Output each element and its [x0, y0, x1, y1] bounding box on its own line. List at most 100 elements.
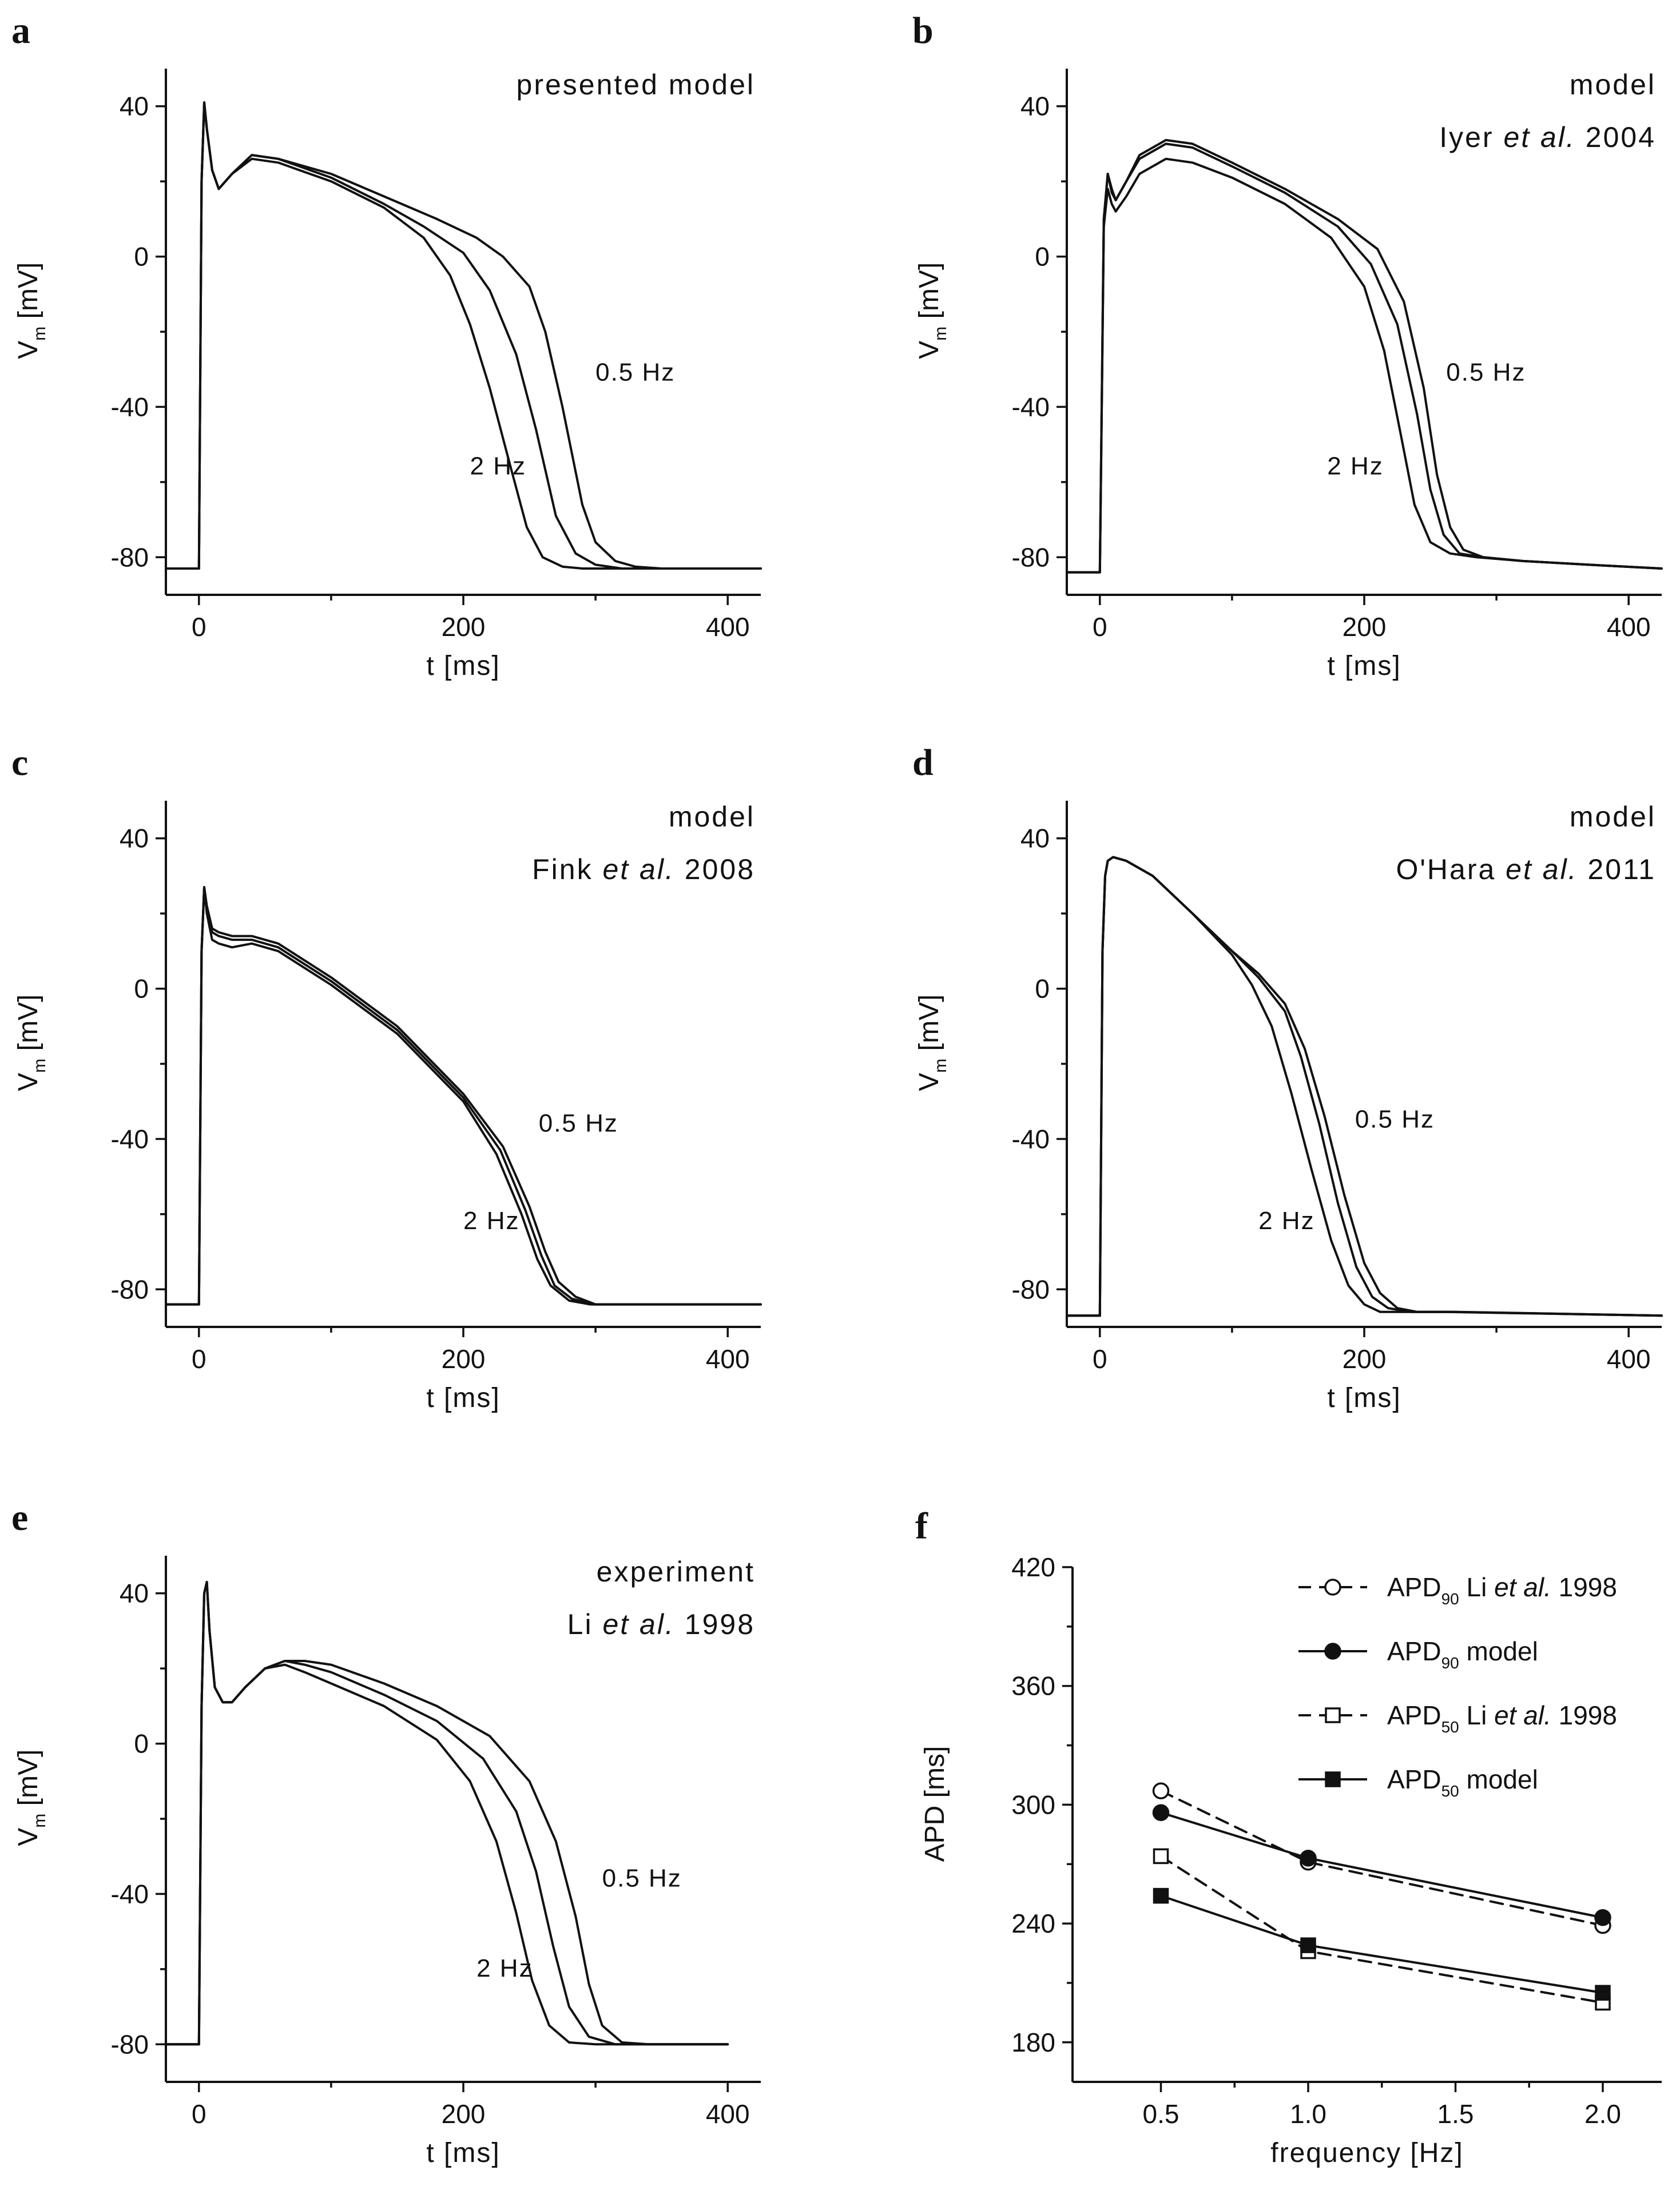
x-tick-label: 200: [442, 612, 486, 642]
y-label-main: V: [13, 1828, 43, 1846]
y-axis-label: Vm [mV]: [914, 995, 950, 1091]
data-point: [1152, 1782, 1170, 1799]
y-tick-label: 240: [1011, 1909, 1055, 1938]
x-axis-label: t [ms]: [426, 2138, 500, 2168]
panel-letter: e: [11, 1497, 28, 1539]
legend-marker: [1324, 1643, 1341, 1660]
legend-label: APD50 Li et al. 1998: [1387, 1700, 1617, 1736]
y-label-sub: m: [30, 1814, 49, 1828]
annotation-text: Li et al. 1998: [567, 1608, 755, 1640]
y-tick-label: -80: [1012, 542, 1050, 572]
y-label-unit: [mV]: [13, 995, 43, 1059]
legend-label-sub: 50: [1441, 1718, 1459, 1736]
y-tick-label: -40: [1012, 1124, 1050, 1154]
y-label-main: V: [914, 341, 944, 359]
annotation-year: 1998: [675, 1608, 755, 1640]
annotation-italic: et al.: [1506, 853, 1578, 885]
frequency-label: 2 Hz: [476, 1954, 533, 1982]
y-tick-label: 40: [120, 92, 149, 121]
annotation-text: presented model: [517, 69, 755, 101]
trace-0_5-Hz: [165, 101, 762, 570]
y-label-unit: [mV]: [914, 995, 944, 1059]
trace-0_5-Hz: [165, 1581, 729, 2046]
trace-1-Hz: [165, 1581, 729, 2046]
legend-label-italic: et al.: [1494, 1700, 1551, 1730]
y-tick-label: -40: [111, 1879, 149, 1909]
legend-label-italic: et al.: [1494, 1572, 1551, 1602]
legend-entry: APD90 Li et al. 1998: [1298, 1572, 1617, 1608]
x-tick-label: 200: [1343, 1344, 1387, 1374]
annotation-year: 2011: [1578, 853, 1656, 885]
frequency-label: 2 Hz: [1327, 452, 1383, 480]
frequency-label: 0.5 Hz: [602, 1864, 682, 1892]
legend-label-main: APD: [1387, 1764, 1441, 1794]
annotation-part: Li: [567, 1608, 603, 1640]
frequency-label: 2 Hz: [1258, 1207, 1314, 1235]
frequency-label: 0.5 Hz: [1446, 358, 1526, 386]
annotation-part: presented model: [517, 69, 755, 101]
panel-letter: c: [11, 742, 28, 784]
y-tick-label: 40: [1020, 824, 1050, 853]
data-point: [1153, 1887, 1169, 1904]
y-label-unit: [mV]: [13, 263, 43, 327]
x-tick-label: 0: [192, 612, 206, 642]
trace-2-Hz: [1066, 856, 1663, 1317]
data-point: [1152, 1804, 1170, 1821]
trace-1-Hz: [1066, 856, 1663, 1317]
y-label-main: V: [13, 1073, 43, 1091]
legend-label-rest: model: [1459, 1636, 1538, 1666]
annotation-italic: et al.: [602, 1608, 674, 1640]
y-tick-label: -80: [111, 542, 149, 572]
x-tick-label: 2.0: [1584, 2099, 1621, 2129]
panel-letter: f: [915, 1505, 928, 1547]
x-axis-label: t [ms]: [1327, 1383, 1401, 1413]
annotation-italic: et al.: [1503, 121, 1575, 153]
x-tick-label: 400: [706, 2099, 750, 2129]
data-point: [1153, 1848, 1169, 1865]
y-tick-label: 0: [134, 242, 149, 272]
y-tick-label: 0: [134, 1729, 149, 1759]
y-tick-label: -40: [1012, 392, 1050, 422]
panel-letter: a: [11, 10, 30, 51]
y-tick-label: 420: [1011, 1552, 1055, 1582]
legend-label-rest: Li: [1459, 1572, 1494, 1602]
legend-label-main: APD: [1387, 1636, 1441, 1666]
annotation-part: model: [1570, 69, 1656, 101]
x-tick-label: 400: [1607, 612, 1651, 642]
x-axis-label: t [ms]: [426, 651, 500, 681]
x-tick-label: 0.5: [1143, 2099, 1179, 2129]
x-axis-label: frequency [Hz]: [1270, 2138, 1463, 2168]
trace-0_5-Hz: [1066, 856, 1663, 1317]
annotation-part: O'Hara: [1396, 853, 1506, 885]
annotation-text: model: [1570, 69, 1656, 101]
legend-entry: APD50 model: [1298, 1764, 1538, 1800]
annotation-part: Iyer: [1439, 121, 1503, 153]
legend-label-sub: 90: [1441, 1590, 1459, 1608]
annotation-part: model: [1570, 801, 1656, 833]
x-tick-label: 200: [442, 2099, 486, 2129]
x-tick-label: 1.0: [1290, 2099, 1326, 2129]
legend-label-sub: 90: [1441, 1654, 1459, 1672]
trace-0_5-Hz: [1066, 138, 1663, 574]
annotation-italic: et al.: [602, 853, 674, 885]
x-tick-label: 0: [1093, 612, 1107, 642]
annotation-year: 2008: [675, 853, 755, 885]
legend-marker: [1324, 1579, 1341, 1596]
x-tick-label: 0: [192, 1344, 206, 1374]
y-tick-label: 300: [1011, 1790, 1055, 1819]
y-label-main: V: [13, 341, 43, 359]
y-tick-label: -80: [1012, 1274, 1050, 1304]
legend-entry: APD90 model: [1298, 1636, 1538, 1672]
y-tick-label: 180: [1011, 2028, 1055, 2057]
y-tick-label: 40: [120, 1579, 149, 1608]
x-tick-label: 400: [1607, 1344, 1651, 1374]
frequency-label: 0.5 Hz: [1355, 1106, 1435, 1134]
annotation-year: 2004: [1576, 121, 1656, 153]
legend-marker: [1325, 1771, 1341, 1787]
y-label-sub: m: [30, 1059, 49, 1073]
x-tick-label: 400: [706, 612, 750, 642]
legend-label-rest: Li: [1459, 1700, 1494, 1730]
